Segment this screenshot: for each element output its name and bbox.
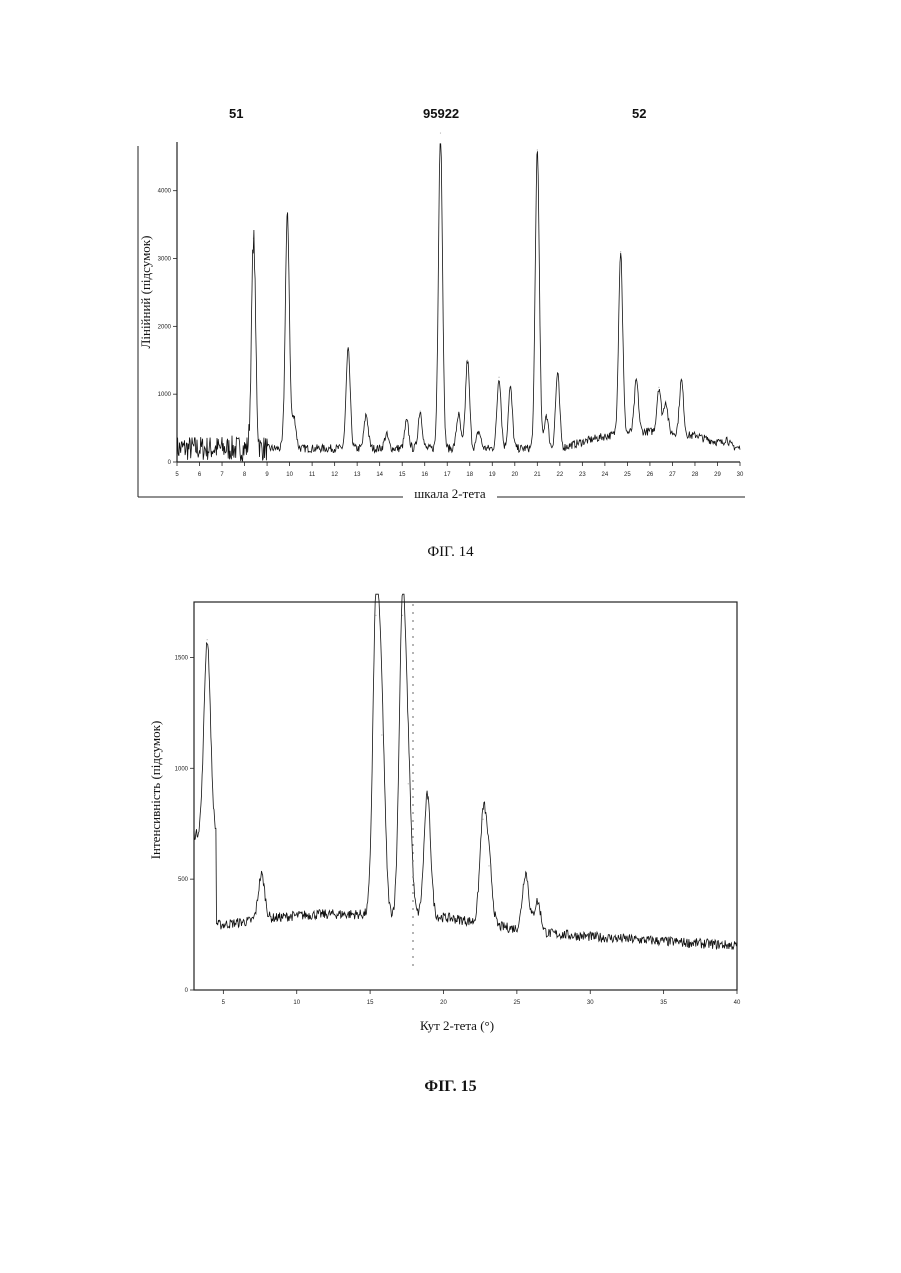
- fig14-x-tick-label: 24: [602, 472, 609, 478]
- fig14-x-tick-label: 30: [737, 472, 744, 478]
- fig14-y-axis-label: Лінійний (підсумок): [138, 236, 153, 349]
- fig15-diffraction-series: [193, 593, 738, 951]
- fig14-peak-point: [419, 410, 421, 412]
- fig15-y-tick-label: 1500: [175, 655, 189, 661]
- fig14-x-tick-label: 23: [579, 472, 586, 478]
- fig14-y-tick-label: 3000: [158, 257, 172, 263]
- fig15-y-tick-label: 0: [185, 988, 189, 994]
- fig14-x-tick-label: 20: [511, 472, 518, 478]
- fig15-x-tick-label: 10: [293, 1000, 300, 1006]
- fig14-x-tick-label: 28: [692, 472, 699, 478]
- fig14-peak-point: [536, 149, 538, 151]
- fig14-peak-point: [457, 413, 460, 416]
- fig14-peak-point: [635, 380, 638, 382]
- fig14-peak-point: [478, 430, 480, 433]
- fig14-y-tick-label: 2000: [158, 324, 172, 330]
- fig14-x-tick-label: 14: [376, 472, 383, 478]
- fig15-peak-point: [525, 871, 527, 874]
- fig15-x-tick-label: 5: [222, 1000, 226, 1006]
- fig14-x-tick-label: 17: [444, 472, 451, 478]
- fig14-peak-point: [347, 349, 349, 351]
- fig15-peak-point: [381, 734, 383, 736]
- fig14-x-tick-label: 10: [286, 472, 293, 478]
- fig15-x-tick-label: 25: [514, 1000, 521, 1006]
- fig14-peak-point: [620, 251, 622, 253]
- fig14-x-tick-label: 5: [175, 472, 179, 478]
- fig14-peak-point: [665, 400, 667, 402]
- fig14-peak-point: [252, 237, 255, 239]
- fig14-x-tick-label: 21: [534, 472, 541, 478]
- fig15-plot-frame: [193, 601, 738, 991]
- fig14-x-tick-label: 19: [489, 472, 496, 478]
- page-number-right: 52: [632, 106, 647, 121]
- fig15-peak-point: [488, 865, 490, 867]
- fig14-peak-point: [498, 376, 500, 378]
- fig15-peak-point: [426, 794, 428, 796]
- fig14-peak-point: [365, 413, 367, 416]
- fig14-peak-point: [696, 434, 698, 436]
- fig14-diffraction-series: [176, 143, 741, 462]
- fig14-x-tick-label: 16: [421, 472, 428, 478]
- fig14-peak-point: [658, 386, 660, 388]
- fig14-x-tick-label: 26: [647, 472, 654, 478]
- fig15-y-tick-label: 500: [178, 877, 189, 883]
- fig14-x-tick-label: 6: [198, 472, 202, 478]
- figure-15-caption: ФІГ. 15: [424, 1078, 477, 1095]
- fig14-peak-point: [545, 413, 547, 416]
- fig14-x-tick-label: 29: [714, 472, 721, 478]
- fig14-x-tick-label: 8: [243, 472, 247, 478]
- fig14-x-tick-label: 25: [624, 472, 631, 478]
- fig15-peak-point: [401, 614, 403, 616]
- fig14-y-tick-label: 1000: [158, 392, 172, 398]
- fig14-x-tick-label: 22: [556, 472, 563, 478]
- fig14-peak-point: [725, 437, 728, 439]
- fig15-y-tick-label: 1000: [175, 766, 189, 772]
- fig15-x-tick-label: 15: [367, 1000, 374, 1006]
- fig14-peak-point: [385, 434, 388, 436]
- fig14-x-tick-label: 12: [331, 472, 338, 478]
- fig15-peak-point: [536, 900, 539, 902]
- fig14-x-tick-label: 13: [354, 472, 361, 478]
- fig15-x-axis-label: Кут 2-тета (°): [420, 1018, 494, 1033]
- fig14-x-tick-label: 11: [309, 472, 316, 478]
- fig14-peak-point: [466, 359, 469, 361]
- fig14-x-tick-label: 27: [669, 472, 676, 478]
- patent-number: 95922: [423, 106, 460, 121]
- fig14-peak-point: [439, 132, 442, 134]
- fig15-peak-point: [482, 818, 484, 820]
- fig15-x-tick-label: 30: [587, 1000, 594, 1006]
- fig14-peak-point: [293, 417, 295, 419]
- fig15-y-axis-label: Інтенсивність (підсумок): [148, 721, 163, 860]
- fig15-peak-point: [407, 783, 409, 785]
- fig15-peak-point: [260, 874, 263, 876]
- fig14-x-tick-label: 7: [220, 472, 224, 478]
- fig14-peak-point: [406, 420, 408, 422]
- fig15-x-tick-label: 35: [660, 1000, 667, 1006]
- page-number-left: 51: [229, 106, 244, 121]
- fig14-x-tick-label: 18: [466, 472, 473, 478]
- figure-14-caption: ФІГ. 14: [427, 544, 474, 560]
- fig15-peak-point: [375, 614, 377, 616]
- fig14-y-tick-label: 4000: [158, 189, 172, 195]
- fig14-peak-point: [286, 213, 288, 216]
- fig15-x-tick-label: 20: [440, 1000, 447, 1006]
- fig15-x-tick-label: 40: [734, 1000, 741, 1006]
- fig15-peak-point: [206, 639, 208, 641]
- fig14-peak-point: [556, 373, 559, 375]
- fig14-peak-point: [680, 380, 683, 382]
- fig14-peak-point: [509, 386, 511, 388]
- fig14-x-tick-label: 15: [399, 472, 406, 478]
- fig14-y-tick-label: 0: [168, 460, 172, 466]
- fig14-x-tick-label: 9: [265, 472, 269, 478]
- fig14-x-axis-label: шкала 2-тета: [414, 486, 486, 501]
